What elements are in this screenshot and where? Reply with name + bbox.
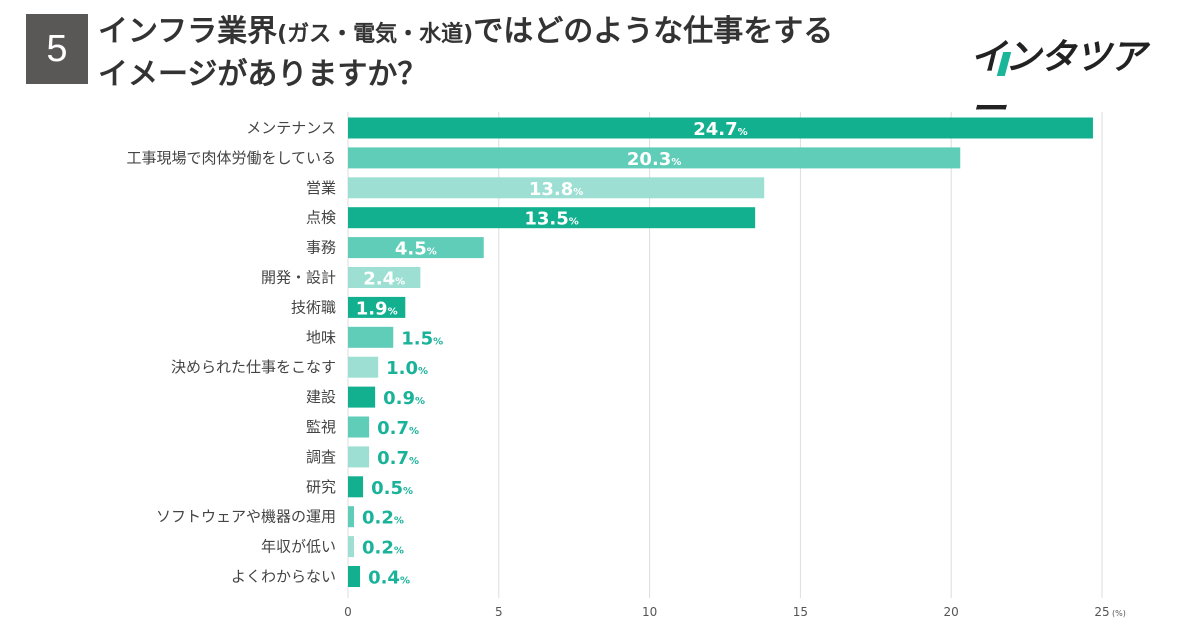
value-label-10: 0.7% [377,418,419,439]
bar-5 [348,267,421,288]
x-tick-label-4: 20 [944,605,959,619]
title-line-1: インフラ業界(ガス・電気・水道)ではどのような仕事をする [98,12,918,55]
x-tick-label-2: 10 [642,605,657,619]
value-percent-5: % [395,277,405,288]
value-number-2: 13.8 [529,179,573,200]
value-number-6: 1.9 [356,298,388,319]
value-number-4: 4.5 [395,239,427,260]
value-label-14: 0.2% [362,538,404,559]
category-label-0: メンテナンス [246,119,336,137]
title-part-b: ではどのような仕事をする [473,14,834,49]
category-label-7: 地味 [306,328,336,346]
category-label-5: 開発・設計 [261,269,336,287]
title-part-a: インフラ業界 [98,14,278,49]
category-label-12: 研究 [306,478,336,496]
category-label-8: 決められた仕事をこなす [171,358,336,376]
bar-2 [348,177,765,199]
value-number-12: 0.5 [371,478,403,499]
value-percent-10: % [409,426,419,437]
bar-14 [348,536,355,558]
value-label-0: 24.7% [693,119,747,140]
title-paren: (ガス・電気・水道) [277,22,474,47]
value-percent-14: % [394,546,404,557]
value-label-7: 1.5% [401,328,443,349]
value-number-3: 13.5 [524,209,568,230]
category-label-15: よくわからない [231,568,336,586]
category-label-10: 監視 [306,418,336,436]
value-percent-15: % [400,576,410,587]
bar-3 [348,207,756,229]
value-percent-3: % [569,217,579,228]
title-line-2: イメージがありますか？ [98,57,428,92]
bar-7 [348,326,394,348]
value-percent-12: % [403,486,413,497]
value-percent-6: % [388,306,398,317]
bar-10 [348,416,370,438]
bar-6 [348,296,406,318]
value-percent-4: % [427,247,437,258]
value-number-13: 0.2 [362,508,394,529]
category-label-11: 調査 [306,448,336,466]
value-percent-8: % [418,366,428,377]
x-unit-label: (%) [1112,609,1126,618]
value-percent-13: % [394,516,404,527]
bar-15 [348,566,361,587]
category-label-2: 営業 [306,179,336,197]
value-number-9: 0.9 [383,388,415,409]
value-label-11: 0.7% [377,448,419,469]
x-tick-label-5: 25 [1094,605,1109,619]
value-number-11: 0.7 [377,448,409,469]
question-number: 5 [46,27,68,70]
value-label-13: 0.2% [362,508,404,529]
x-tick-label-3: 15 [793,605,808,619]
x-tick-label-1: 5 [495,605,503,619]
value-label-9: 0.9% [383,388,425,409]
bar-9 [348,386,376,408]
value-label-12: 0.5% [371,478,413,499]
value-percent-11: % [409,456,419,467]
value-number-5: 2.4 [363,269,395,290]
bar-11 [348,446,370,468]
value-label-3: 13.5% [524,209,578,230]
category-label-6: 技術職 [291,298,336,316]
value-number-15: 0.4 [368,568,400,589]
value-label-2: 13.8% [529,179,583,200]
bar-4 [348,237,484,259]
value-number-10: 0.7 [377,418,409,439]
value-number-7: 1.5 [401,328,433,349]
bar-12 [348,476,364,498]
value-number-0: 24.7 [693,119,737,140]
value-label-6: 1.9% [356,298,398,319]
bar-8 [348,356,379,378]
question-number-badge: 5 [26,14,88,84]
value-percent-2: % [573,187,583,198]
x-tick-label-0: 0 [344,605,352,619]
chart-title: インフラ業界(ガス・電気・水道)ではどのような仕事をする イメージがありますか？ [98,12,918,95]
value-percent-7: % [433,336,443,347]
value-percent-9: % [415,396,425,407]
bar-13 [348,506,355,528]
category-label-4: 事務 [306,239,336,257]
value-label-4: 4.5% [395,239,437,260]
category-label-3: 点検 [306,209,336,227]
value-number-14: 0.2 [362,538,394,559]
value-number-8: 1.0 [386,358,418,379]
category-label-1: 工事現場で肉体労働をしている [126,149,336,167]
value-percent-0: % [738,127,748,138]
value-label-8: 1.0% [386,358,428,379]
value-label-15: 0.4% [368,568,410,589]
value-percent-1: % [671,157,681,168]
category-label-14: 年収が低い [261,538,336,556]
value-label-1: 20.3% [627,149,681,170]
bar-1 [348,147,961,169]
value-number-1: 20.3 [627,149,671,170]
bar-0 [348,117,1093,139]
category-label-9: 建設 [306,388,336,406]
category-label-13: ソフトウェアや機器の運用 [156,508,336,526]
value-label-5: 2.4% [363,269,405,290]
